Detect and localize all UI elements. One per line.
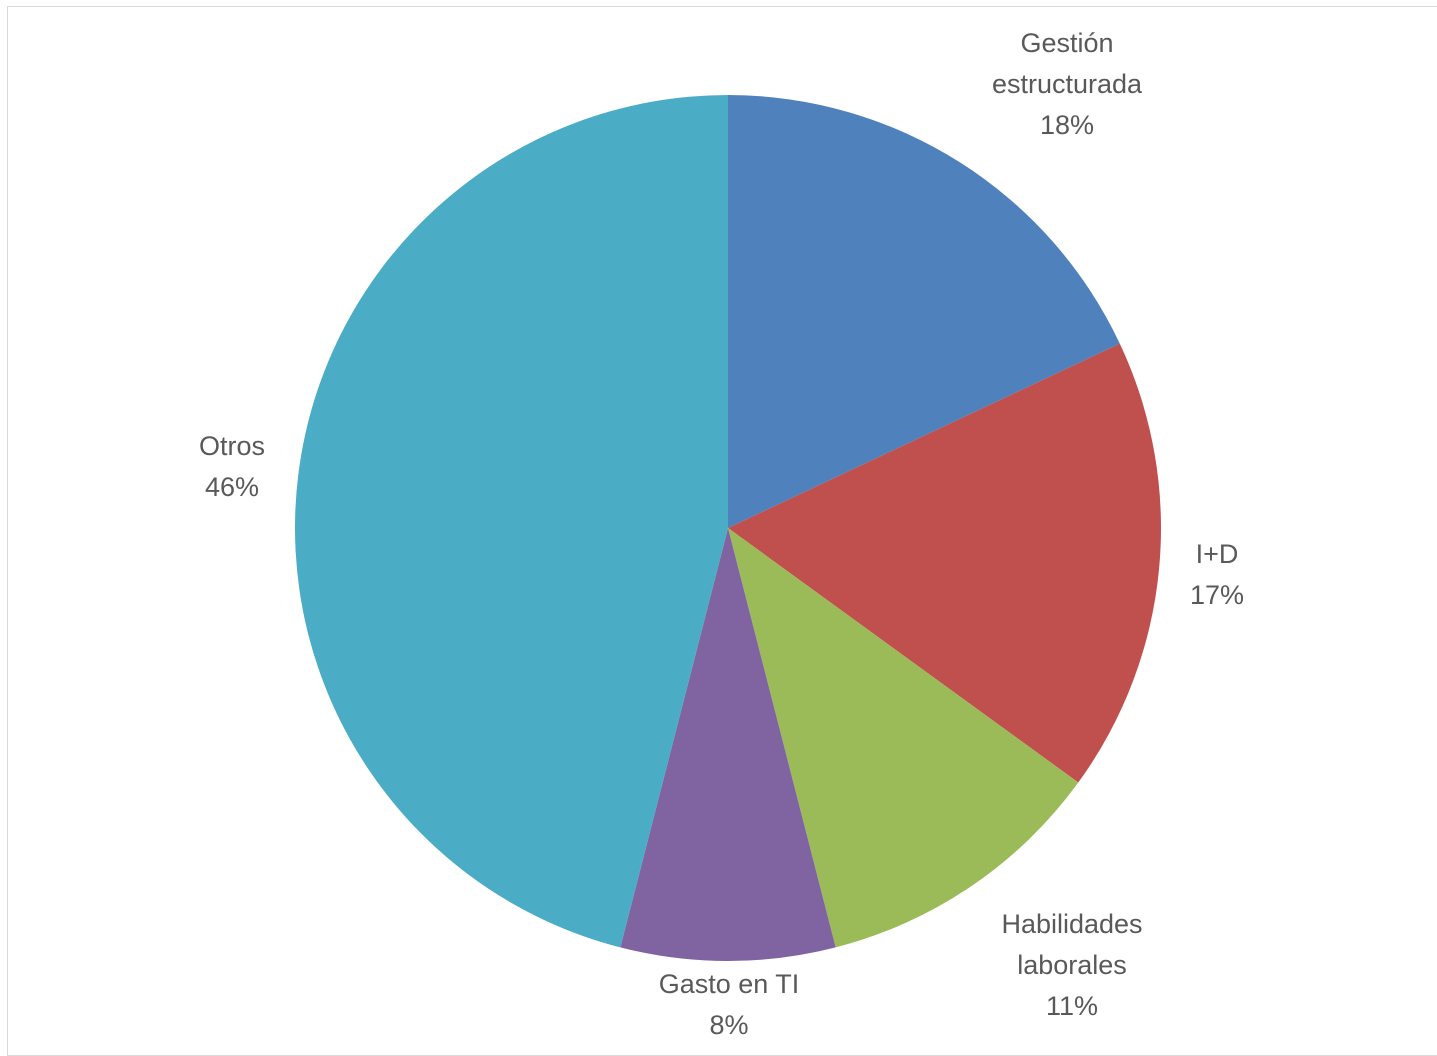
data-label-otros: Otros 46%: [199, 431, 265, 502]
data-label-line: 46%: [205, 472, 259, 502]
data-label-line: estructurada: [992, 69, 1143, 99]
pie-slice-i-d: [728, 343, 1161, 783]
pie-slice-gestion-estructurada: [728, 95, 1120, 528]
pie-slice-habilidades-laborales: [728, 528, 1079, 948]
pie-slices: [294, 94, 1161, 962]
data-label-line: 8%: [709, 1010, 748, 1040]
pie-slice-gasto-en-ti: [620, 528, 836, 962]
data-labels: Gestión estructurada 18% I+D 17% Habilidades l…: [199, 28, 1244, 1040]
data-label-line: 17%: [1190, 580, 1244, 610]
data-label-line: Gestión: [1020, 28, 1113, 58]
data-label-line: Otros: [199, 431, 265, 461]
data-label-line: Habilidades: [1001, 909, 1142, 939]
data-label-i-d: I+D 17%: [1190, 539, 1244, 610]
data-label-line: 11%: [1046, 991, 1098, 1021]
data-label-habilidades-laborales: Habilidades laborales 11%: [1001, 909, 1142, 1021]
data-label-line: laborales: [1017, 950, 1127, 980]
data-label-line: 18%: [1040, 110, 1094, 140]
data-label-line: I+D: [1196, 539, 1239, 569]
data-label-gestion-estructurada: Gestión estructurada 18%: [992, 28, 1143, 140]
data-label-gasto-en-ti: Gasto en TI 8%: [659, 969, 800, 1040]
data-label-line: Gasto en TI: [659, 969, 800, 999]
pie-slice-otros: [294, 94, 728, 948]
